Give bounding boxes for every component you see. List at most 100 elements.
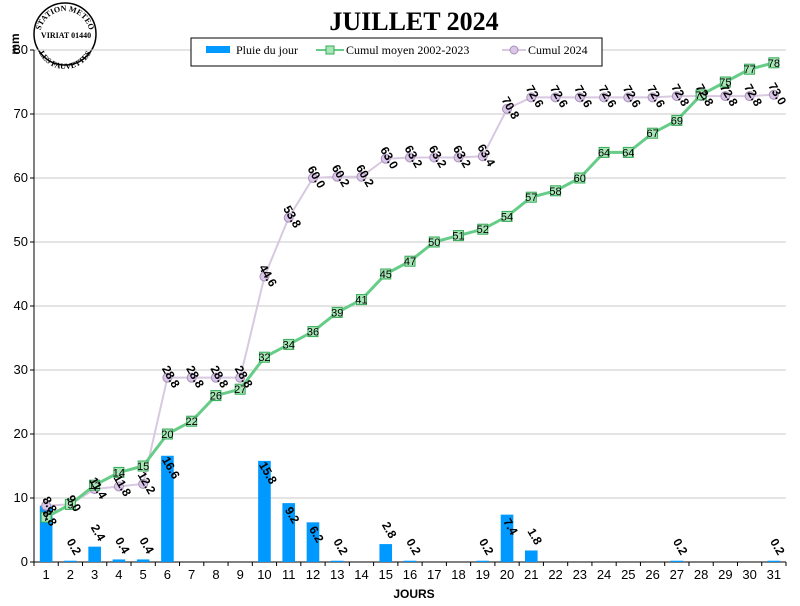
cumul-2024-point: [599, 92, 610, 103]
cumul-average-value-label: 50: [428, 237, 440, 249]
y-tick-label: 70: [14, 106, 28, 121]
rain-value-label: 0.2: [330, 536, 351, 558]
rain-value-label: 0.2: [403, 536, 424, 558]
legend-marker-2024: [509, 45, 519, 55]
x-axis-label: JOURS: [393, 587, 434, 601]
legend-swatch-rain: [206, 46, 230, 53]
rain-value-label: 2.4: [88, 522, 109, 544]
x-tick-label: 15: [379, 567, 393, 582]
cumul-average-value-label: 78: [768, 58, 780, 70]
rain-value-label: 0.2: [476, 536, 497, 558]
cumul-average-point: [574, 172, 586, 184]
cumul-average-value-label: 73: [695, 90, 707, 102]
y-tick-label: 80: [14, 42, 28, 57]
x-tick-label: 14: [354, 567, 368, 582]
x-tick-label: 18: [451, 567, 465, 582]
rain-bar: [88, 546, 101, 562]
cumul-average-point: [598, 146, 610, 158]
cumul-average-point: [768, 57, 780, 69]
cumul-average-value-label: 64: [598, 147, 610, 159]
cumul-average-point: [40, 511, 52, 523]
rain-value-label: 0.2: [767, 536, 788, 558]
rain-bar: [330, 560, 344, 562]
cumul-average-value-label: 75: [719, 77, 731, 89]
cumul-average-line: [45, 61, 775, 519]
rain-value-label: 0.4: [136, 535, 157, 557]
cumul-2024-point: [744, 91, 755, 102]
cumul-average-point: [428, 236, 440, 248]
rain-bar: [500, 514, 514, 562]
cumul-average-value-label: 54: [501, 211, 513, 223]
x-tick-label: 10: [257, 567, 271, 582]
cumul-average-value-label: 14: [113, 467, 125, 479]
cumul-average-point: [186, 415, 198, 427]
cumul-average-point: [525, 191, 537, 203]
cumul-average-value-label: 67: [646, 128, 658, 140]
cumul-2024-point: [210, 372, 221, 383]
logo-middle-text: VIRIAT 01440: [41, 31, 91, 40]
x-tick-label: 25: [621, 567, 635, 582]
x-tick-label: 20: [500, 567, 514, 582]
rain-bar: [403, 560, 417, 562]
cumul-average-point: [210, 390, 222, 402]
cumul-average-value-label: 39: [331, 307, 343, 319]
x-tick-label: 9: [237, 567, 244, 582]
x-tick-label: 29: [718, 567, 732, 582]
x-tick-label: 11: [282, 567, 296, 582]
cumul-2024-point: [113, 481, 124, 492]
cumul-average-value-label: 34: [283, 339, 295, 351]
cumul-average-point: [307, 326, 319, 338]
cumul-average-point: [331, 306, 343, 318]
line-series: [40, 57, 780, 523]
rain-bar: [379, 544, 393, 562]
legend-label-rain: Pluie du jour: [236, 43, 298, 57]
cumul-average-point: [453, 230, 465, 242]
rain-value-label: 0.2: [670, 536, 691, 558]
cumul-average-point: [647, 127, 659, 139]
cumul-2024-point: [720, 91, 731, 102]
cumul-average-value-label: 22: [186, 416, 198, 428]
cumul-2024-point: [162, 372, 173, 383]
cumul-average-point: [258, 351, 270, 363]
cumul-average-point: [89, 479, 101, 491]
cumul-average-point: [719, 76, 731, 88]
cumul-average-point: [283, 338, 295, 350]
cumul-2024-point: [526, 92, 537, 103]
cumul-2024-point: [550, 92, 561, 103]
rain-bar: [476, 560, 490, 562]
cumul-average-point: [501, 210, 513, 222]
rain-bar: [136, 559, 150, 562]
cumul-2024-point: [259, 271, 270, 282]
cumul-average-value-label: 45: [380, 269, 392, 281]
cumul-average-value-label: 36: [307, 327, 319, 339]
x-tick-label: 24: [597, 567, 611, 582]
cumul-average-point: [671, 114, 683, 126]
y-axis-label: mm: [8, 33, 22, 54]
cumul-2024-point: [41, 500, 52, 511]
cumul-average-point: [234, 383, 246, 395]
cumul-2024-point: [405, 152, 415, 163]
cumul-2024-point: [768, 89, 779, 100]
cumul-average-value-label: 7: [43, 512, 49, 524]
rain-bar: [282, 503, 296, 562]
legend-label-average: Cumul moyen 2002-2023: [346, 43, 469, 57]
cumul-average-point: [477, 223, 489, 235]
rain-bar: [258, 460, 271, 562]
y-tick-label: 0: [21, 554, 28, 569]
cumul-average-value-label: 64: [622, 147, 634, 159]
rain-bar: [524, 550, 538, 562]
rain-value-label: 0.4: [112, 535, 133, 557]
cumul-2024-point: [283, 212, 294, 223]
x-tick-label: 13: [330, 567, 344, 582]
x-tick-label: 30: [742, 567, 756, 582]
cumul-2024-point: [574, 92, 585, 103]
cumul-average-point: [355, 294, 367, 306]
legend-marker-average: [325, 45, 335, 55]
cumul-average-point: [64, 498, 76, 510]
cumul-average-value-label: 9: [67, 499, 73, 511]
cumul-2024-point: [307, 173, 318, 183]
cumul-average-point: [137, 460, 149, 472]
cumul-average-value-label: 69: [671, 115, 683, 127]
data-labels: 8.80.22.40.4 0.416.6 15.89.26.20.22.80.2 0.…: [39, 58, 789, 558]
